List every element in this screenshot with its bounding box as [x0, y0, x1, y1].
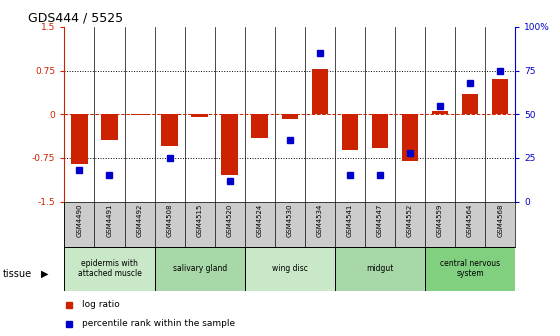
Text: GSM4559: GSM4559 [437, 204, 443, 237]
Text: GSM4515: GSM4515 [197, 204, 203, 237]
Text: GSM4530: GSM4530 [287, 204, 293, 237]
Bar [311, 69, 328, 114]
Text: log ratio: log ratio [82, 300, 120, 309]
Bar [425, 247, 515, 291]
Text: ▶: ▶ [41, 269, 48, 279]
Bar [432, 111, 449, 114]
Text: GSM4490: GSM4490 [76, 204, 82, 237]
Text: GSM4568: GSM4568 [497, 204, 503, 237]
Bar [131, 114, 148, 115]
Bar [192, 114, 208, 117]
Bar [282, 114, 298, 119]
Bar [251, 114, 268, 137]
Text: midgut: midgut [366, 264, 394, 273]
Bar [155, 247, 245, 291]
Text: central nervous
system: central nervous system [440, 259, 500, 279]
Text: GSM4520: GSM4520 [227, 204, 233, 237]
Text: GSM4547: GSM4547 [377, 204, 383, 237]
Text: GSM4508: GSM4508 [166, 204, 172, 237]
Text: GSM4524: GSM4524 [256, 204, 263, 237]
Bar [161, 114, 178, 146]
Bar [402, 114, 418, 161]
Bar [71, 114, 88, 164]
Text: GSM4541: GSM4541 [347, 204, 353, 237]
Bar [335, 247, 425, 291]
Bar [221, 114, 238, 175]
Bar [101, 114, 118, 140]
Bar [245, 247, 335, 291]
Bar [372, 114, 388, 148]
Bar [342, 114, 358, 150]
Text: epidermis with
attached muscle: epidermis with attached muscle [77, 259, 142, 279]
Text: GSM4564: GSM4564 [467, 204, 473, 237]
Text: GSM4552: GSM4552 [407, 204, 413, 237]
Text: salivary gland: salivary gland [172, 264, 227, 273]
Bar [462, 94, 478, 114]
Bar [492, 79, 508, 114]
Text: tissue: tissue [3, 269, 32, 279]
Text: GSM4491: GSM4491 [106, 204, 113, 237]
Text: GSM4534: GSM4534 [317, 204, 323, 237]
Text: wing disc: wing disc [272, 264, 308, 273]
Text: percentile rank within the sample: percentile rank within the sample [82, 319, 236, 328]
Text: GSM4492: GSM4492 [137, 204, 143, 237]
Bar [64, 247, 155, 291]
Text: GDS444 / 5525: GDS444 / 5525 [29, 11, 123, 24]
